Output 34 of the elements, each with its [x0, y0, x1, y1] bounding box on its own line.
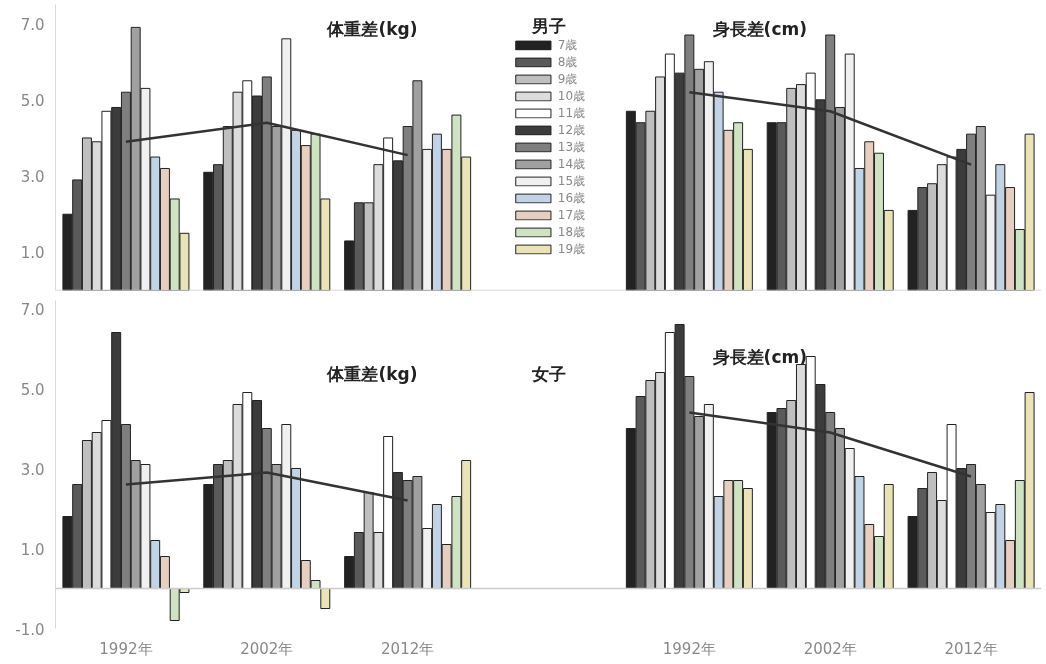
annotation: 体重差(kg) — [326, 18, 418, 39]
x-tick-label: 1992年 — [99, 639, 153, 658]
legend-label: 11歳 — [557, 104, 586, 122]
y-tick-label: 1.0 — [20, 540, 45, 559]
annotation: 体重差(kg) — [326, 363, 418, 384]
y-tick-label: 3.0 — [20, 460, 45, 479]
legend-label: 13歳 — [557, 138, 586, 156]
legend-label: 19歳 — [557, 240, 586, 258]
annotation: 身長差(cm) — [711, 18, 807, 39]
x-tick-label: 2002年 — [240, 639, 294, 658]
legend-label: 12歳 — [557, 121, 586, 139]
y-tick-label: -1.0 — [15, 620, 45, 639]
legend-label: 9歳 — [557, 70, 578, 88]
legend-label: 17歳 — [557, 206, 586, 224]
legend-label: 7歳 — [557, 36, 578, 54]
legend-label: 15歳 — [557, 172, 586, 190]
x-tick-label: 2012年 — [381, 639, 435, 658]
legend-label: 10歳 — [557, 87, 586, 105]
y-tick-label: 5.0 — [20, 91, 45, 110]
y-tick-label: 5.0 — [20, 380, 45, 399]
y-tick-label: 1.0 — [20, 244, 45, 263]
legend-label: 16歳 — [557, 189, 586, 207]
y-tick-label: 7.0 — [20, 300, 45, 319]
x-tick-label: 2002年 — [803, 639, 857, 658]
x-tick-label: 2012年 — [944, 639, 998, 658]
legend-label: 18歳 — [557, 223, 586, 241]
annotation: 身長差(cm) — [711, 346, 807, 367]
legend-label: 14歳 — [557, 155, 586, 173]
y-tick-label: 7.0 — [20, 15, 45, 34]
text: 女子 — [530, 363, 566, 384]
legend-label: 8歳 — [557, 53, 578, 71]
y-tick-label: 3.0 — [20, 168, 45, 187]
x-tick-label: 1992年 — [662, 639, 716, 658]
text: 男子 — [530, 15, 566, 36]
